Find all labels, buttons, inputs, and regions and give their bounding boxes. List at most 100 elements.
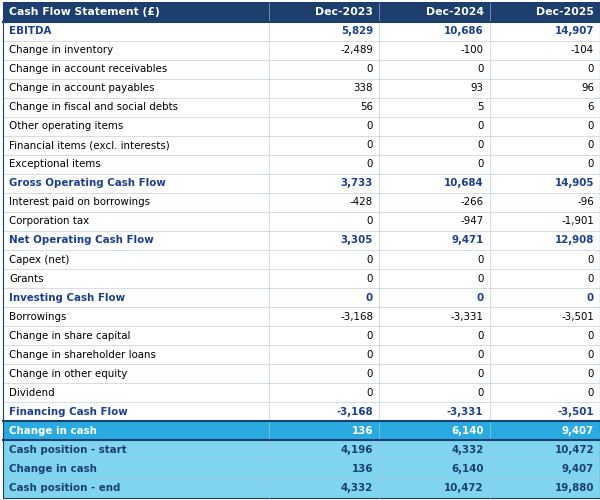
Bar (269, 384, 379, 402)
Bar (269, 78, 379, 98)
Text: 6: 6 (587, 102, 594, 112)
Bar (490, 384, 600, 402)
Text: -266: -266 (460, 198, 484, 207)
Text: 4,332: 4,332 (451, 445, 484, 455)
Bar (379, 136, 490, 155)
Text: -104: -104 (571, 45, 594, 55)
Text: 0: 0 (367, 122, 373, 132)
Bar (379, 231, 490, 250)
Bar (3, 22, 269, 40)
Text: 56: 56 (360, 102, 373, 112)
Bar (379, 40, 490, 60)
Text: 0: 0 (587, 388, 594, 398)
Bar (379, 478, 490, 498)
Text: -2,489: -2,489 (340, 45, 373, 55)
Text: -3,501: -3,501 (561, 312, 594, 322)
Bar (379, 345, 490, 364)
Bar (269, 326, 379, 345)
Bar (269, 60, 379, 78)
Bar (490, 193, 600, 212)
Text: 19,880: 19,880 (554, 483, 594, 493)
Bar (490, 326, 600, 345)
Text: 0: 0 (367, 330, 373, 340)
Text: 0: 0 (587, 140, 594, 150)
Text: 4,196: 4,196 (341, 445, 373, 455)
Text: -3,331: -3,331 (447, 407, 484, 417)
Text: -3,501: -3,501 (557, 407, 594, 417)
Bar (490, 116, 600, 136)
Text: 9,407: 9,407 (562, 464, 594, 474)
Bar (3, 326, 269, 345)
Text: 0: 0 (366, 292, 373, 302)
Bar (269, 345, 379, 364)
Bar (379, 193, 490, 212)
Text: Corporation tax: Corporation tax (9, 216, 89, 226)
Bar (490, 2, 600, 22)
Bar (490, 60, 600, 78)
Bar (269, 478, 379, 498)
Bar (379, 60, 490, 78)
Text: 0: 0 (367, 350, 373, 360)
Bar (269, 212, 379, 231)
Text: -3,168: -3,168 (337, 407, 373, 417)
Text: 0: 0 (587, 64, 594, 74)
Bar (3, 40, 269, 60)
Bar (490, 98, 600, 116)
Bar (490, 478, 600, 498)
Text: 0: 0 (477, 274, 484, 283)
Text: -947: -947 (460, 216, 484, 226)
Bar (3, 2, 269, 22)
Bar (490, 307, 600, 326)
Bar (269, 231, 379, 250)
Bar (379, 402, 490, 421)
Bar (490, 231, 600, 250)
Text: -1,901: -1,901 (561, 216, 594, 226)
Bar (269, 460, 379, 478)
Text: 9,471: 9,471 (451, 236, 484, 246)
Bar (269, 269, 379, 288)
Text: 0: 0 (367, 140, 373, 150)
Text: Grants: Grants (9, 274, 44, 283)
Bar (379, 22, 490, 40)
Text: 0: 0 (476, 292, 484, 302)
Text: 0: 0 (367, 369, 373, 379)
Text: 10,472: 10,472 (554, 445, 594, 455)
Text: 12,908: 12,908 (554, 236, 594, 246)
Bar (379, 364, 490, 384)
Bar (269, 364, 379, 384)
Text: 6,140: 6,140 (451, 426, 484, 436)
Text: Other operating items: Other operating items (9, 122, 123, 132)
Bar (3, 269, 269, 288)
Bar (3, 440, 269, 460)
Bar (379, 269, 490, 288)
Text: Change in account receivables: Change in account receivables (9, 64, 167, 74)
Text: Dec-2024: Dec-2024 (425, 7, 484, 17)
Bar (379, 326, 490, 345)
Bar (269, 98, 379, 116)
Bar (269, 155, 379, 174)
Bar (490, 345, 600, 364)
Text: 0: 0 (367, 388, 373, 398)
Bar (269, 2, 379, 22)
Text: EBITDA: EBITDA (9, 26, 52, 36)
Text: 0: 0 (367, 274, 373, 283)
Text: Financing Cash Flow: Financing Cash Flow (9, 407, 128, 417)
Text: 14,905: 14,905 (554, 178, 594, 188)
Text: 0: 0 (587, 292, 594, 302)
Text: -3,331: -3,331 (451, 312, 484, 322)
Text: Investing Cash Flow: Investing Cash Flow (9, 292, 125, 302)
Bar (269, 307, 379, 326)
Text: 0: 0 (587, 350, 594, 360)
Bar (490, 212, 600, 231)
Text: 0: 0 (477, 369, 484, 379)
Bar (3, 116, 269, 136)
Bar (490, 155, 600, 174)
Text: 0: 0 (477, 350, 484, 360)
Bar (3, 364, 269, 384)
Bar (3, 307, 269, 326)
Text: 338: 338 (353, 83, 373, 93)
Text: 14,907: 14,907 (554, 26, 594, 36)
Bar (379, 460, 490, 478)
Text: 10,472: 10,472 (444, 483, 484, 493)
Text: Change in fiscal and social debts: Change in fiscal and social debts (9, 102, 178, 112)
